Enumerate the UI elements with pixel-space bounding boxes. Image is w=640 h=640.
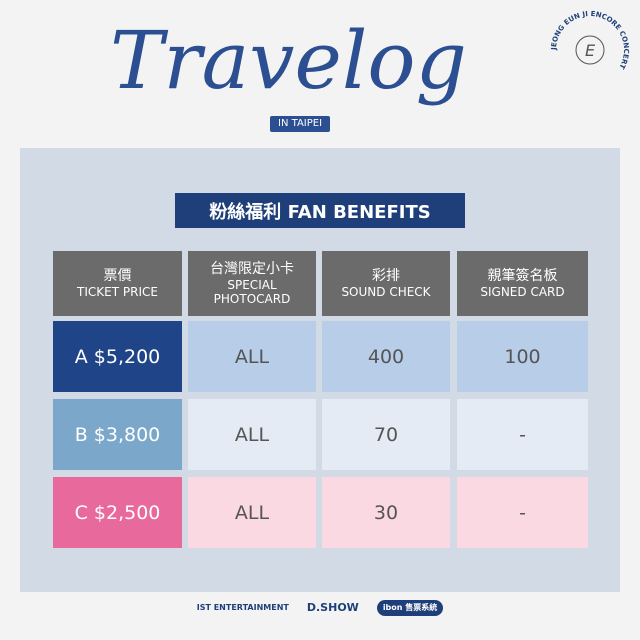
table-cell-sound-check: 400 bbox=[322, 321, 450, 392]
header-en: TICKET PRICE bbox=[77, 285, 158, 299]
header-signed-card: 親筆簽名板 SIGNED CARD bbox=[457, 251, 588, 316]
header-sound-check: 彩排 SOUND CHECK bbox=[322, 251, 450, 316]
fan-benefits-banner: 粉絲福利 FAN BENEFITS bbox=[175, 193, 465, 228]
table-cell-sound-check: 70 bbox=[322, 399, 450, 470]
header-ticket-price: 票價 TICKET PRICE bbox=[53, 251, 182, 316]
header-en: SPECIAL PHOTOCARD bbox=[213, 278, 291, 306]
ist-entertainment-logo: IST ENTERTAINMENT bbox=[196, 603, 289, 612]
header-en: SIGNED CARD bbox=[480, 285, 565, 299]
table-cell-signed-card: - bbox=[457, 399, 588, 470]
ibon-logo: ibon 售票系統 bbox=[376, 600, 444, 616]
header-zh: 彩排 bbox=[372, 268, 400, 284]
header-en: SOUND CHECK bbox=[341, 285, 431, 299]
table-cell-photocard: ALL bbox=[188, 399, 316, 470]
table-cell-signed-card: 100 bbox=[457, 321, 588, 392]
header-zh: 票價 bbox=[103, 268, 132, 284]
header-zh: 親筆簽名板 bbox=[487, 268, 558, 284]
travelog-title: Travelog bbox=[110, 14, 467, 107]
dshow-logo: D.SHOW bbox=[306, 601, 359, 614]
in-taipei-badge: IN TAIPEI bbox=[270, 116, 331, 132]
concert-seal-logo: JEONG EUN JI ENCORE CONCERT E bbox=[550, 10, 630, 70]
tier-price-label: A $5,200 bbox=[53, 321, 182, 392]
header-zh: 台灣限定小卡 bbox=[210, 261, 294, 277]
header-photocard: 台灣限定小卡 SPECIAL PHOTOCARD bbox=[188, 251, 316, 316]
seal-letter: E bbox=[585, 41, 596, 60]
table-cell-photocard: ALL bbox=[188, 477, 316, 548]
tier-price-label: C $2,500 bbox=[53, 477, 182, 548]
sponsor-footer: IST ENTERTAINMENT D.SHOW ibon 售票系統 bbox=[0, 600, 640, 616]
tier-price-label: B $3,800 bbox=[53, 399, 182, 470]
table-cell-signed-card: - bbox=[457, 477, 588, 548]
table-cell-photocard: ALL bbox=[188, 321, 316, 392]
table-cell-sound-check: 30 bbox=[322, 477, 450, 548]
